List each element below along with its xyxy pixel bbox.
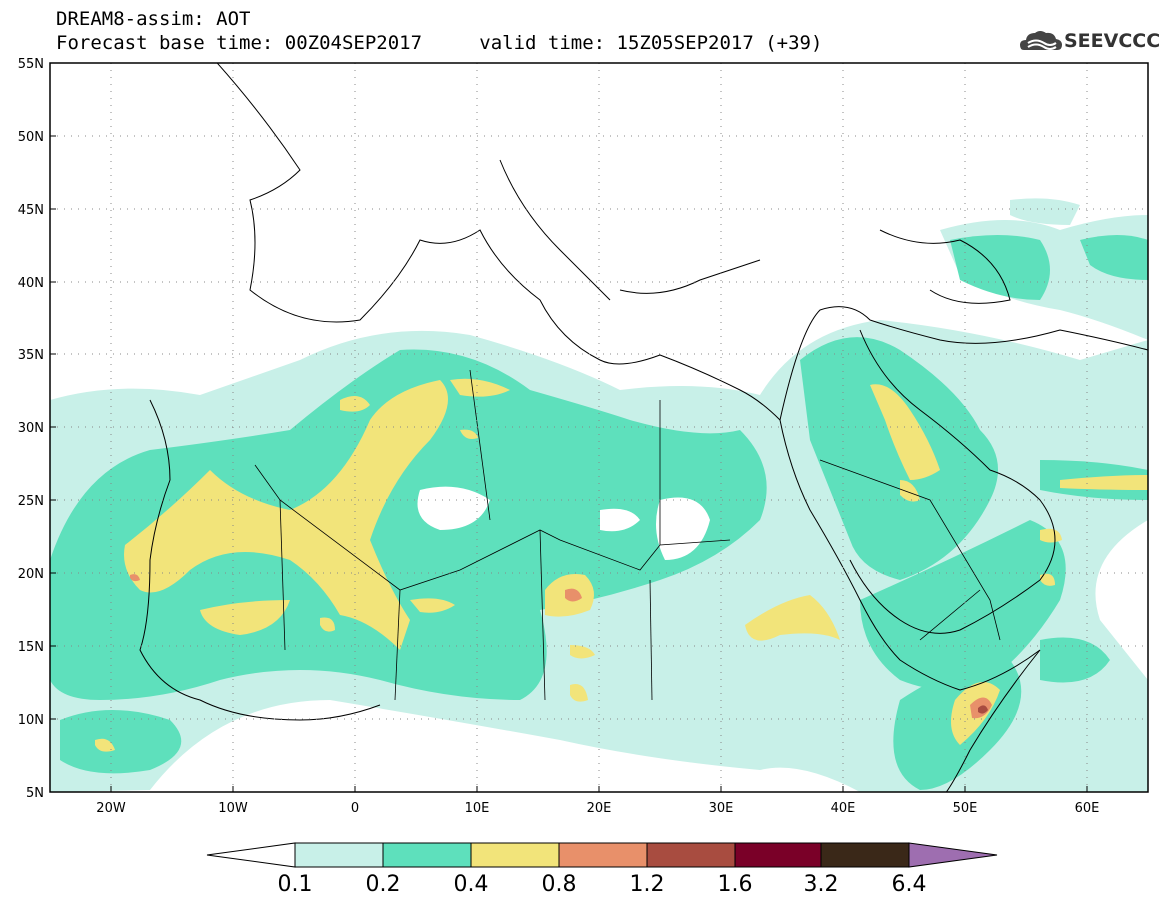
- lat-label: 40N: [18, 276, 44, 291]
- colorbar-swatch: [294, 842, 384, 868]
- lon-label: 20E: [587, 801, 612, 816]
- colorbar-label: 3.2: [803, 872, 839, 897]
- colorbar-below: [206, 842, 296, 868]
- lon-label: 0: [351, 801, 359, 816]
- cloud-icon: [1020, 31, 1062, 50]
- aot-field: [50, 198, 1148, 792]
- lon-label: 50E: [953, 801, 978, 816]
- lat-label: 5N: [26, 786, 44, 801]
- colorbar-swatch: [382, 842, 472, 868]
- tick-marks: [50, 62, 1088, 793]
- colorbar-label: 1.6: [717, 872, 753, 897]
- colorbar-label: 6.4: [891, 872, 927, 897]
- lat-label: 35N: [18, 348, 44, 363]
- colorbar-swatch: [820, 842, 910, 868]
- lon-label: 10E: [465, 801, 490, 816]
- lat-label: 45N: [18, 203, 44, 218]
- colorbar-above: [908, 842, 998, 868]
- colorbar-label: 1.2: [629, 872, 665, 897]
- lat-label: 55N: [18, 57, 44, 72]
- lon-label: 30E: [709, 801, 734, 816]
- country-borders: [254, 369, 1001, 701]
- aot-band-1.2: [978, 705, 988, 714]
- colorbar: [206, 842, 998, 868]
- chart-subtitle: Forecast base time: 00Z04SEP2017 valid t…: [56, 32, 822, 54]
- lat-label: 50N: [18, 130, 44, 145]
- colorbar-swatch: [558, 842, 648, 868]
- lon-label: 10W: [218, 801, 248, 816]
- colorbar-swatch: [734, 842, 822, 868]
- coastlines: [139, 63, 1148, 792]
- lon-label: 40E: [831, 801, 856, 816]
- grid: [50, 63, 1148, 792]
- lon-label: 20W: [96, 801, 126, 816]
- colorbar-label: 0.8: [541, 872, 577, 897]
- chart-title: DREAM8-assim: AOT: [56, 8, 251, 30]
- colorbar-label: 0.2: [365, 872, 401, 897]
- colorbar-label: 0.4: [453, 872, 489, 897]
- lat-label: 15N: [18, 640, 44, 655]
- lat-label: 25N: [18, 494, 44, 509]
- lat-label: 30N: [18, 421, 44, 436]
- lat-label: 20N: [18, 567, 44, 582]
- valid-time: valid time: 15Z05SEP2017 (+39): [479, 32, 823, 54]
- aot-band-0.4: [95, 378, 1148, 752]
- colorbar-swatch: [470, 842, 560, 868]
- lon-label: 60E: [1075, 801, 1100, 816]
- lat-label: 10N: [18, 713, 44, 728]
- lon-labels: 20W 10W 0 10E 20E 30E 40E 50E 60E: [96, 801, 1099, 816]
- lat-labels: 5N 10N 15N 20N 25N 30N 35N 40N 45N 50N 5…: [18, 57, 44, 801]
- colorbar-swatch: [646, 842, 736, 868]
- colorbar-label: 0.1: [277, 872, 313, 897]
- logo-text: SEEVCCC: [1064, 30, 1161, 52]
- base-time: Forecast base time: 00Z04SEP2017: [56, 32, 423, 54]
